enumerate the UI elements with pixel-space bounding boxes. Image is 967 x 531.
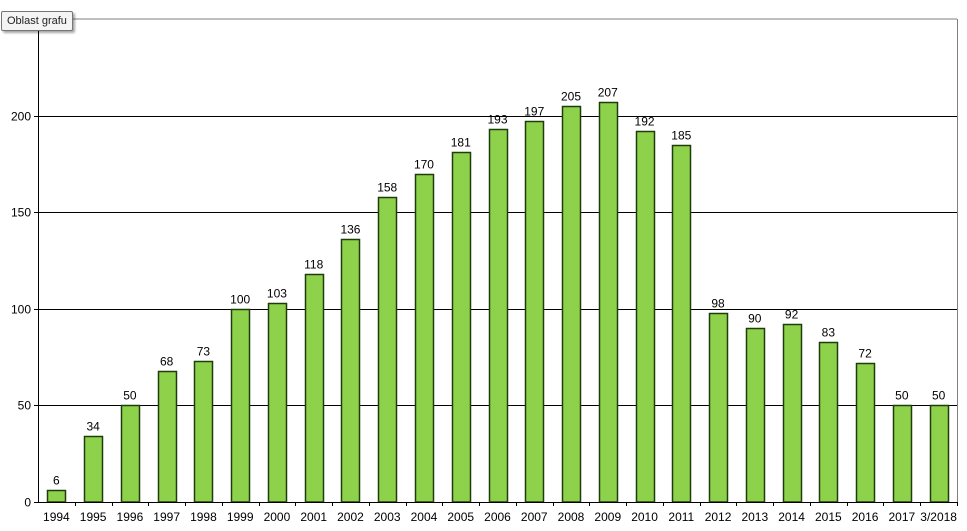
x-tick-label: 2011	[668, 510, 694, 524]
bar-2005	[451, 151, 472, 503]
data-label: 50	[932, 389, 946, 403]
data-label: 103	[267, 287, 287, 301]
bar-2013	[745, 327, 766, 503]
data-label: 197	[524, 105, 544, 119]
data-label: 192	[635, 115, 655, 129]
bar-2011	[671, 144, 692, 503]
x-tick-label: 2013	[741, 510, 768, 524]
bar-1994	[46, 489, 67, 503]
bar-1997	[157, 370, 178, 503]
x-tick-label: 2007	[521, 510, 548, 524]
x-tick-label: 2009	[594, 510, 621, 524]
x-tick-label: 2004	[411, 510, 438, 524]
x-tick-label: 2005	[447, 510, 474, 524]
x-tick-label: 1994	[43, 510, 70, 524]
data-label: 68	[160, 355, 174, 369]
data-label: 6	[53, 474, 60, 488]
data-label: 205	[561, 90, 581, 104]
data-label: 100	[230, 293, 250, 307]
data-label: 158	[377, 181, 397, 195]
bar-2002	[340, 238, 361, 503]
bar-1998	[193, 360, 214, 503]
chart-area-tooltip: Oblast grafu	[1, 11, 73, 31]
x-tick-label: 1998	[190, 510, 217, 524]
bar-2009	[598, 101, 619, 503]
x-tick-label: 1996	[117, 510, 144, 524]
bar-2016	[855, 362, 876, 503]
x-tick-label: 2015	[815, 510, 842, 524]
bar-1999	[230, 308, 251, 503]
bars	[46, 101, 950, 503]
bar-2003	[377, 196, 398, 503]
bar-2015	[818, 341, 839, 503]
bar-2010	[635, 130, 656, 503]
x-tick-label: 3/2018	[920, 510, 957, 524]
bar-2008	[561, 105, 582, 503]
y-tick-label: 0	[24, 496, 31, 510]
data-label: 136	[340, 223, 360, 237]
data-label: 185	[671, 129, 691, 143]
data-label: 72	[858, 347, 872, 361]
x-tick-label: 2017	[889, 510, 916, 524]
bar-2017	[892, 404, 913, 503]
data-label: 170	[414, 158, 434, 172]
data-label: 50	[123, 389, 137, 403]
y-axis: 0 50 100 150 200	[11, 19, 39, 510]
x-tick-label: 1997	[153, 510, 180, 524]
x-tick-label: 2010	[631, 510, 658, 524]
bar-2000	[267, 302, 288, 503]
data-label: 34	[86, 420, 100, 434]
data-labels: 6 34 50 68 73 100 103 118 136 158 170 181 193 197 205 2…	[53, 86, 946, 488]
x-tick-label: 2008	[558, 510, 585, 524]
y-tick-label: 200	[11, 110, 31, 124]
x-tick-label: 2001	[300, 510, 327, 524]
data-label: 73	[197, 345, 211, 359]
x-tick-label: 1999	[227, 510, 254, 524]
x-tick-label: 2003	[374, 510, 401, 524]
x-tick-label: 2012	[705, 510, 732, 524]
bar-1996	[120, 404, 141, 503]
data-label: 83	[822, 326, 836, 340]
x-tick-label: 2006	[484, 510, 511, 524]
bar-2006	[488, 128, 509, 503]
bar-1995	[83, 435, 104, 503]
data-label: 118	[304, 258, 323, 272]
x-tick-label: 1995	[80, 510, 107, 524]
data-label: 207	[598, 86, 618, 100]
data-label: 92	[785, 308, 799, 322]
data-label: 98	[711, 297, 725, 311]
data-label: 193	[487, 113, 507, 127]
x-tick-label: 2016	[852, 510, 879, 524]
bar-2014	[782, 323, 803, 503]
data-label: 181	[451, 136, 471, 150]
y-tick-label: 50	[18, 399, 32, 413]
y-tick-label: 150	[11, 206, 31, 220]
bar-2004	[414, 173, 435, 503]
bar-2007	[524, 120, 545, 503]
data-label: 90	[748, 312, 762, 326]
bar-2001	[304, 273, 325, 503]
bar-2012	[708, 312, 729, 503]
x-tick-label: 2000	[264, 510, 291, 524]
x-tick-label: 2002	[337, 510, 364, 524]
x-axis: 1994 1995 1996 1997 1998 1999 2000 2001 2002 2003…	[38, 502, 958, 524]
y-tick-label: 100	[11, 303, 31, 317]
data-label: 50	[895, 389, 909, 403]
bar-3/2018	[929, 404, 950, 503]
x-tick-label: 2014	[778, 510, 805, 524]
